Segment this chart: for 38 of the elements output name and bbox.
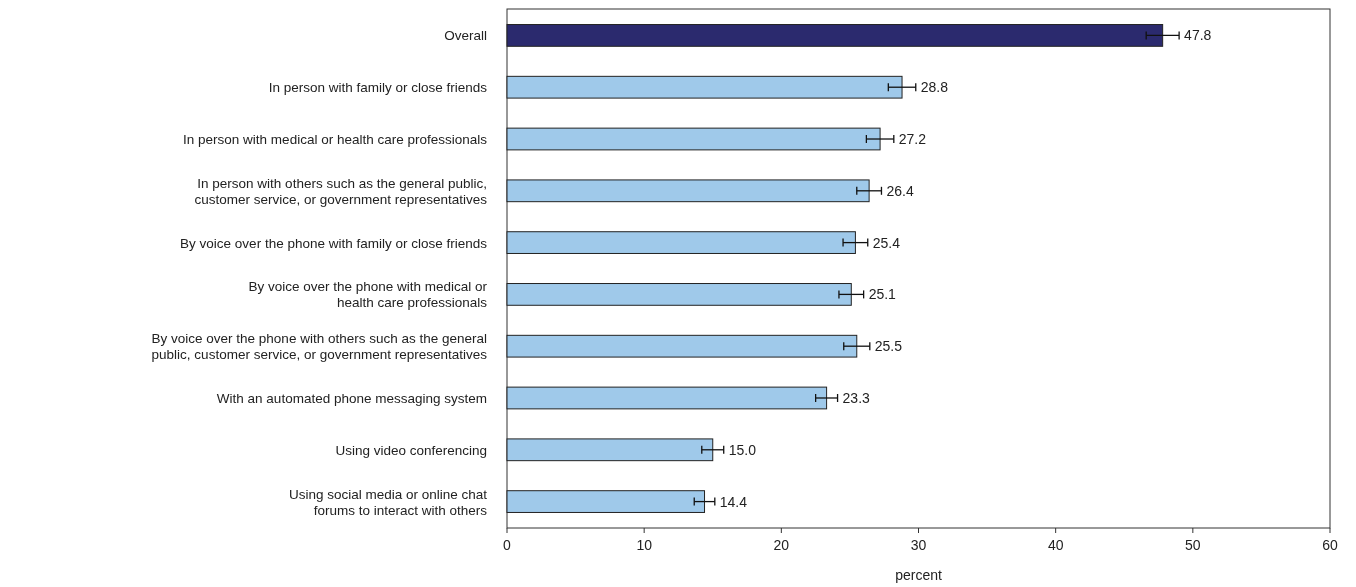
data-label: 25.1 (868, 286, 897, 303)
data-label: 27.2 (898, 131, 927, 148)
bar (506, 438, 714, 462)
y-tick-label: In person with family or close friends (268, 80, 488, 96)
y-tick-label: With an automated phone messaging system (216, 390, 487, 406)
x-tick-label: 30 (910, 537, 927, 553)
x-tick-label: 10 (636, 537, 653, 553)
bar (506, 179, 870, 203)
y-tick-label: In person with others such as the general public, customer service, or government representatives (194, 175, 488, 207)
bar (506, 75, 903, 99)
y-tick-label: By voice over the phone with others such as the general public, customer service, or government representatives (151, 331, 488, 363)
y-tick-label: By voice over the phone with family or close friends (180, 235, 488, 251)
y-tick-label: Using video conferencing (335, 442, 487, 458)
x-tick-label: 60 (1322, 537, 1338, 553)
data-label: 26.4 (886, 182, 914, 199)
data-label: 47.8 (1184, 27, 1212, 44)
y-tick-label: Overall (444, 28, 487, 44)
data-label: 15.0 (728, 441, 757, 458)
y-tick-label: Using social media or online chat forums to interact with others (288, 486, 488, 518)
x-tick-label: 0 (503, 537, 512, 553)
bar (506, 283, 852, 306)
bar (506, 490, 706, 513)
x-tick-label: 20 (773, 537, 790, 553)
data-label: 14.4 (719, 493, 748, 510)
bar (506, 334, 858, 358)
data-label: 23.3 (842, 389, 871, 406)
y-tick-label: In person with medical or health care professionals (183, 132, 488, 148)
y-tick-label: By voice over the phone with medical or health care professionals (248, 279, 488, 311)
x-tick-label: 40 (1047, 537, 1064, 553)
bar (506, 127, 881, 151)
bar (506, 231, 856, 254)
x-tick-label: 50 (1185, 537, 1201, 553)
bar (506, 386, 828, 410)
bar (506, 24, 1164, 47)
data-label: 28.8 (920, 79, 949, 96)
data-label: 25.4 (872, 234, 901, 251)
x-axis-title: percent (895, 567, 942, 583)
data-label: 25.5 (874, 338, 903, 355)
